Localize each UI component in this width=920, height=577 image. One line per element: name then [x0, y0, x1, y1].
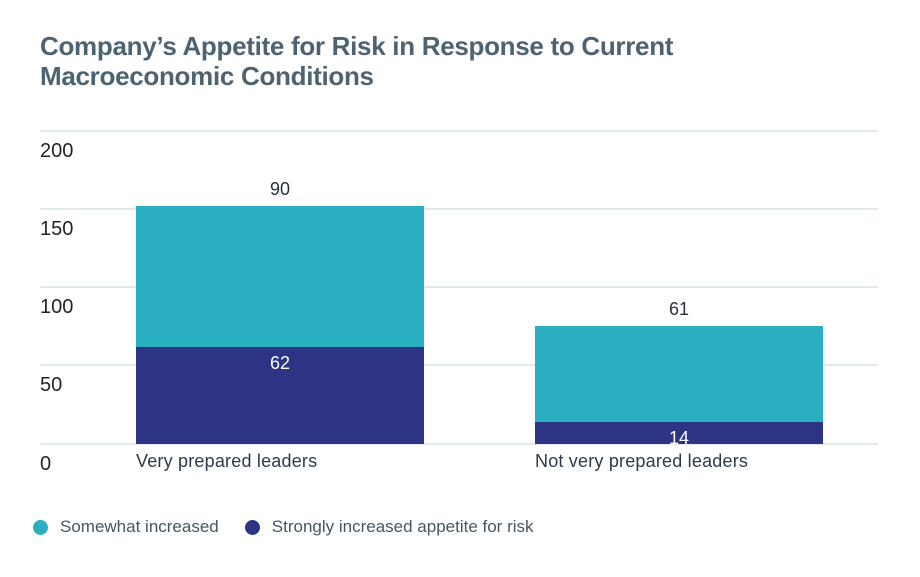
gridline: [40, 364, 878, 367]
bar-value-label: 14: [668, 427, 690, 448]
bar-value-label: 62: [269, 352, 291, 373]
bar-segment: [136, 346, 424, 444]
category-label: Not very prepared leaders: [535, 451, 749, 471]
legend-label: Somewhat increased: [60, 517, 219, 536]
y-axis-tick-label: 50: [40, 374, 63, 397]
legend-swatch-icon: [244, 519, 260, 535]
y-axis-tick-label: 0: [40, 452, 52, 475]
gridline: [40, 130, 878, 132]
gridline: [40, 208, 878, 211]
bar-segment: [136, 206, 424, 347]
bar-value-label: 90: [269, 179, 291, 199]
bar-segment: [535, 421, 823, 444]
bar-segment: [535, 326, 823, 422]
y-axis-tick-label: 150: [40, 218, 74, 241]
chart-title: Company’s Appetite for Risk in Response …: [40, 31, 674, 91]
y-axis-tick-label: 100: [40, 296, 74, 319]
legend-item: Somewhat increased: [33, 517, 219, 537]
category-label: Very prepared leaders: [136, 451, 318, 471]
legend-item: Strongly increased appetite for risk: [244, 517, 534, 537]
legend-swatch-icon: [33, 519, 48, 535]
gridline: [40, 442, 878, 445]
legend-label: Strongly increased appetite for risk: [271, 517, 534, 536]
bar-value-label: 61: [668, 299, 690, 320]
gridline: [40, 286, 878, 289]
y-axis-tick-label: 200: [40, 140, 74, 162]
legend: Somewhat increased Strongly increased app…: [33, 517, 534, 537]
